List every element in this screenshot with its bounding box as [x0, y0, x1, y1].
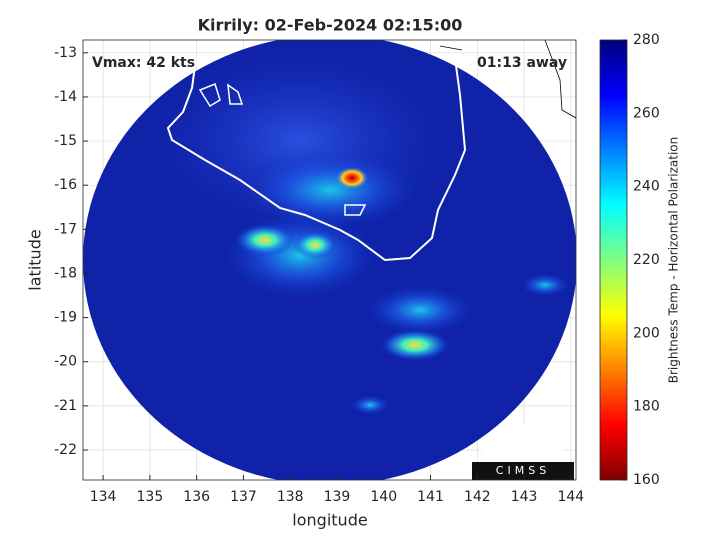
y-tick-label: -18: [54, 265, 77, 281]
x-tick-label: 139: [324, 489, 351, 505]
colorbar-tick-label: 220: [633, 252, 660, 268]
colorbar-tick-label: 240: [633, 179, 660, 195]
x-axis-label: longitude: [292, 511, 367, 530]
y-tick-label: -14: [54, 89, 77, 105]
colorbar-label: Brightness Temp - Horizontal Polarizatio…: [667, 137, 681, 384]
y-tick-label: -13: [54, 45, 77, 61]
y-tick-label: -19: [54, 310, 77, 326]
x-tick-label: 142: [464, 489, 491, 505]
y-tick-label: -16: [54, 177, 77, 193]
x-tick-label: 138: [277, 489, 304, 505]
colorbar-tick-label: 280: [633, 32, 660, 48]
x-tick-label: 143: [511, 489, 538, 505]
y-tick-label: -20: [54, 354, 77, 370]
colorbar-tick-label: 180: [633, 399, 660, 415]
chart-title: Kirrily: 02-Feb-2024 02:15:00: [198, 16, 463, 35]
colorbar: [599, 39, 628, 481]
y-tick-label: -22: [54, 442, 77, 458]
x-tick-label: 141: [417, 489, 444, 505]
annotation: Vmax: 42 kts: [92, 55, 195, 71]
y-tick-label: -15: [54, 133, 77, 149]
annotation: 01:13 away: [477, 55, 567, 71]
x-tick-label: 135: [137, 489, 164, 505]
y-axis-label: latitude: [26, 229, 45, 290]
x-tick-label: 144: [557, 489, 584, 505]
plot-frame: [82, 39, 577, 481]
x-tick-label: 134: [90, 489, 117, 505]
y-tick-label: -21: [54, 398, 77, 414]
colorbar-tick-label: 260: [633, 105, 660, 121]
swath: [83, 40, 576, 480]
x-tick-label: 137: [230, 489, 257, 505]
x-tick-label: 140: [370, 489, 397, 505]
axes: 134 135 136 137 138 139 140 141 142 143 144 -13 -14 -…: [54, 32, 660, 505]
colorbar-tick-label: 160: [633, 472, 660, 488]
x-tick-label: 136: [183, 489, 210, 505]
logo-text: CIMSS: [496, 464, 550, 477]
logo: CIMSS: [472, 424, 574, 516]
colorbar-tick-label: 200: [633, 325, 660, 341]
y-tick-label: -17: [54, 221, 77, 237]
